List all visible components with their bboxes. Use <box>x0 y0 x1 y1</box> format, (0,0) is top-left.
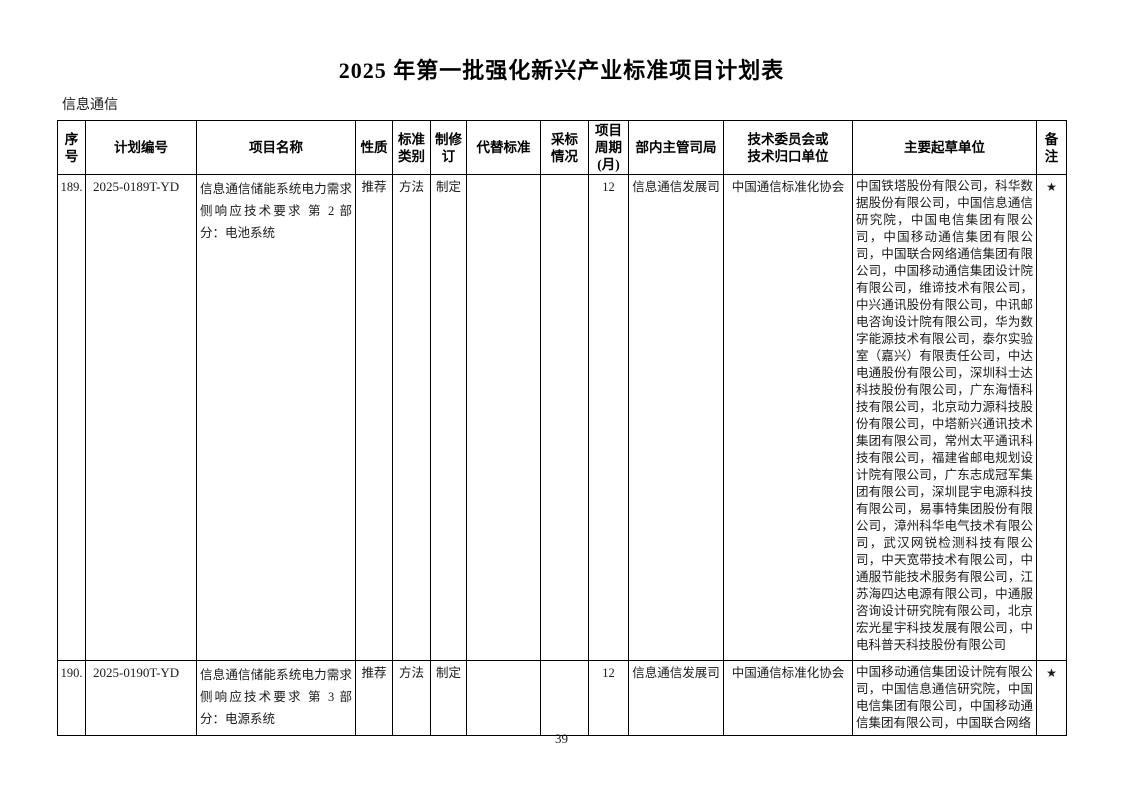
cell-technical-committee: 中国通信标准化协会 <box>723 660 853 736</box>
cell-cycle-months: 12 <box>588 174 629 661</box>
section-label: 信息通信 <box>62 98 118 113</box>
cell-adoption <box>540 660 589 736</box>
cell-nature: 推荐 <box>355 660 393 736</box>
cell-department: 信息通信发展司 <box>628 660 724 736</box>
cell-replaced-standard <box>466 660 541 736</box>
col-header-remark: 备 注 <box>1036 120 1067 175</box>
cell-plan-no: 2025-0190T-YD <box>85 660 197 736</box>
table-header-row: 序 号 计划编号 项目名称 性质 标准 类别 制修 订 代替标准 采标 情况 项… <box>57 120 1067 175</box>
cell-category: 方法 <box>392 174 431 661</box>
cell-cycle-months: 12 <box>588 660 629 736</box>
cell-revision: 制定 <box>430 660 467 736</box>
cell-replaced-standard <box>466 174 541 661</box>
col-header-technical-committee: 技术委员会或 技术归口单位 <box>723 120 853 175</box>
col-header-adoption: 采标 情况 <box>540 120 589 175</box>
table-row: 190. 2025-0190T-YD 信息通信储能系统电力需求侧响应技术要求 第… <box>57 660 1067 736</box>
cell-category: 方法 <box>392 660 431 736</box>
col-header-revision: 制修 订 <box>430 120 467 175</box>
col-header-plan-no: 计划编号 <box>85 120 197 175</box>
cell-nature: 推荐 <box>355 174 393 661</box>
col-header-department: 部内主管司局 <box>628 120 724 175</box>
cell-adoption <box>540 174 589 661</box>
cell-department: 信息通信发展司 <box>628 174 724 661</box>
cell-project-name: 信息通信储能系统电力需求侧响应技术要求 第 2 部分：电池系统 <box>196 174 356 661</box>
col-header-replaced-standard: 代替标准 <box>466 120 541 175</box>
cell-project-name: 信息通信储能系统电力需求侧响应技术要求 第 3 部分：电源系统 <box>196 660 356 736</box>
col-header-seq: 序 号 <box>57 120 86 175</box>
cell-technical-committee: 中国通信标准化协会 <box>723 174 853 661</box>
cell-plan-no: 2025-0189T-YD <box>85 174 197 661</box>
col-header-project-name: 项目名称 <box>196 120 356 175</box>
cell-remark-star: ★ <box>1036 660 1067 736</box>
cell-seq: 189. <box>57 174 86 661</box>
table-row: 189. 2025-0189T-YD 信息通信储能系统电力需求侧响应技术要求 第… <box>57 174 1067 661</box>
col-header-nature: 性质 <box>355 120 393 175</box>
cell-drafting-units: 中国铁塔股份有限公司，科华数据股份有限公司，中国信息通信研究院，中国电信集团有限… <box>852 174 1037 661</box>
cell-drafting-units: 中国移动通信集团设计院有限公司，中国信息通信研究院，中国电信集团有限公司，中国移… <box>852 660 1037 736</box>
cell-revision: 制定 <box>430 174 467 661</box>
col-header-drafting-units: 主要起草单位 <box>852 120 1037 175</box>
page-title: 2025 年第一批强化新兴产业标准项目计划表 <box>338 58 785 83</box>
col-header-cycle-months: 项目 周期 (月) <box>588 120 629 175</box>
page-number: 39 <box>555 731 568 746</box>
col-header-category: 标准 类别 <box>392 120 431 175</box>
cell-seq: 190. <box>57 660 86 736</box>
standards-plan-table: 序 号 计划编号 项目名称 性质 标准 类别 制修 订 代替标准 采标 情况 项… <box>57 120 1067 736</box>
cell-remark-star: ★ <box>1036 174 1067 661</box>
